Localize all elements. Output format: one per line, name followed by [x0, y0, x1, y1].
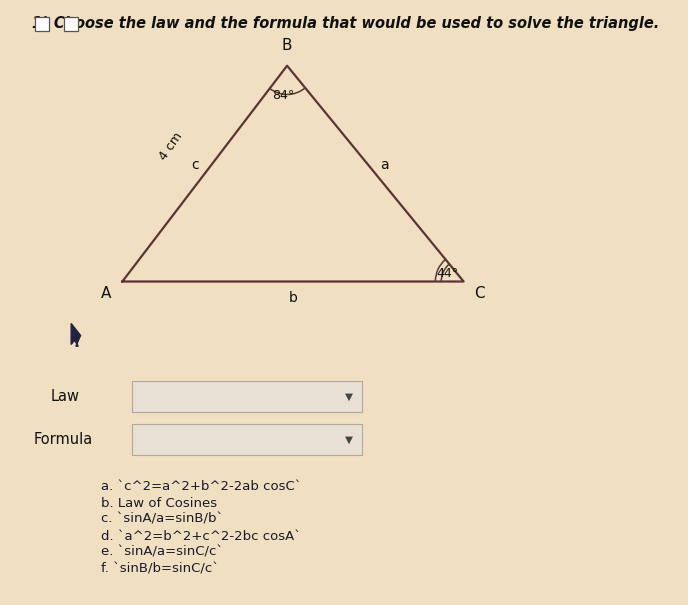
FancyBboxPatch shape	[64, 16, 78, 31]
Text: 84°: 84°	[272, 89, 294, 102]
Text: f. `sinB/b=sinC/c`: f. `sinB/b=sinC/c`	[100, 563, 219, 576]
Text: ▼: ▼	[345, 435, 353, 445]
Text: ▼: ▼	[345, 391, 353, 402]
Text: d. `a^2=b^2+c^2-2bc cosA`: d. `a^2=b^2+c^2-2bc cosA`	[100, 530, 301, 543]
Text: a. `c^2=a^2+b^2-2ab cosC`: a. `c^2=a^2+b^2-2ab cosC`	[100, 480, 301, 493]
FancyBboxPatch shape	[34, 16, 49, 31]
Text: c: c	[191, 158, 199, 172]
Text: b: b	[288, 291, 297, 305]
Text: a: a	[380, 158, 389, 172]
Text: Law: Law	[50, 389, 79, 404]
Text: e. `sinA/a=sinC/c`: e. `sinA/a=sinC/c`	[100, 546, 223, 559]
Text: 1) Choose the law and the formula that would be used to solve the triangle.: 1) Choose the law and the formula that w…	[32, 16, 660, 31]
FancyBboxPatch shape	[132, 424, 363, 456]
Text: 44°: 44°	[437, 267, 459, 280]
FancyBboxPatch shape	[132, 381, 363, 412]
Text: 4 cm: 4 cm	[157, 130, 185, 163]
Polygon shape	[71, 324, 80, 346]
Text: B: B	[282, 39, 292, 53]
Text: c. `sinA/a=sinB/b`: c. `sinA/a=sinB/b`	[100, 513, 223, 526]
Text: Formula: Formula	[34, 433, 93, 447]
Text: A: A	[101, 286, 111, 301]
Text: C: C	[474, 286, 485, 301]
Text: b. Law of Cosines: b. Law of Cosines	[100, 497, 217, 510]
